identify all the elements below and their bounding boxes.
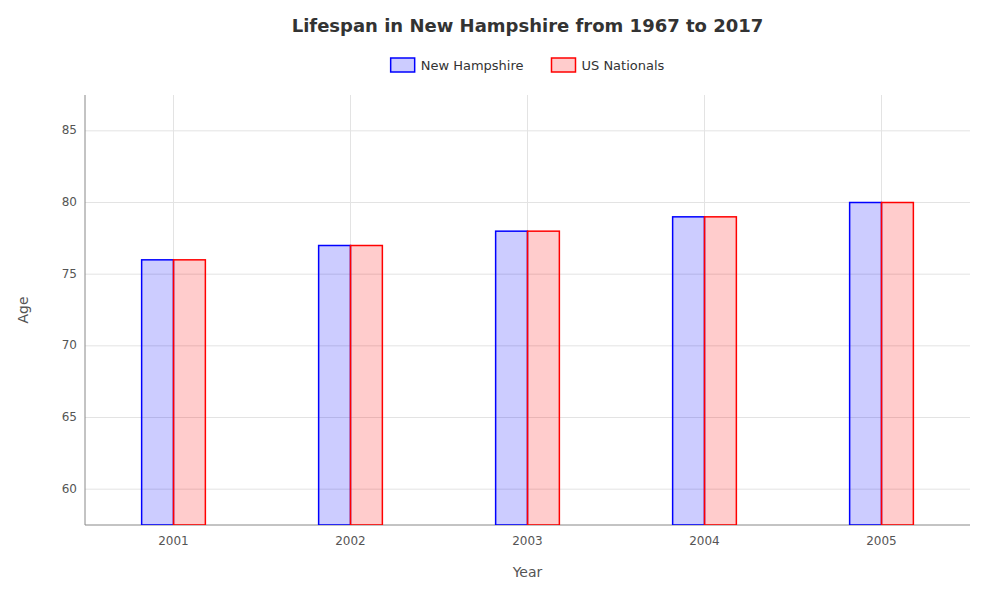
legend-item: US Nationals	[551, 58, 664, 73]
legend-label: New Hampshire	[421, 58, 524, 73]
y-tick-label: 85	[62, 123, 77, 137]
bar	[882, 203, 914, 526]
chart-container: 60 65 70 75 80 85 2001 2002 2003 2004 2005 Lifespan…	[0, 0, 1000, 600]
legend-label: US Nationals	[581, 58, 664, 73]
y-tick-label: 75	[62, 267, 77, 281]
y-axis-label: Age	[15, 296, 31, 323]
x-axis-label: Year	[512, 564, 543, 580]
legend-swatch	[391, 58, 415, 72]
bars	[142, 203, 914, 526]
legend: New Hampshire US Nationals	[391, 58, 665, 73]
bar	[850, 203, 882, 526]
grid	[85, 95, 970, 525]
bar	[351, 246, 383, 526]
y-tick-label: 60	[62, 482, 77, 496]
x-tick-label: 2002	[335, 534, 366, 548]
chart-title: Lifespan in New Hampshire from 1967 to 2…	[292, 15, 764, 36]
legend-swatch	[551, 58, 575, 72]
y-axis-line	[85, 95, 86, 525]
bar	[174, 260, 206, 525]
legend-item: New Hampshire	[391, 58, 524, 73]
y-tick-label: 70	[62, 338, 77, 352]
bar	[673, 217, 705, 525]
bar	[705, 217, 737, 525]
bar	[496, 231, 528, 525]
chart-svg: 60 65 70 75 80 85 2001 2002 2003 2004 2005 Lifespan…	[0, 0, 1000, 600]
x-tick-label: 2005	[866, 534, 897, 548]
bar	[528, 231, 560, 525]
y-tick-label: 65	[62, 410, 77, 424]
x-tick-label: 2003	[512, 534, 543, 548]
bar	[319, 246, 351, 526]
x-tick-label: 2001	[158, 534, 189, 548]
bar	[142, 260, 174, 525]
y-tick-label: 80	[62, 195, 77, 209]
x-tick-label: 2004	[689, 534, 720, 548]
